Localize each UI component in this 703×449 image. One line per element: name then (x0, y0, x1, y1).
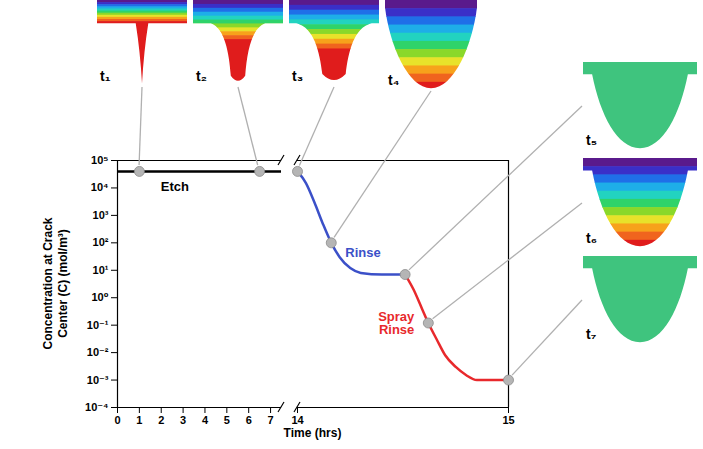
svg-text:Concentration at Crack: Concentration at Crack (41, 217, 55, 349)
svg-text:5: 5 (224, 414, 230, 426)
svg-text:10⁴: 10⁴ (91, 181, 109, 193)
svg-text:Center (C) (mol/m³): Center (C) (mol/m³) (56, 229, 70, 338)
svg-text:3: 3 (180, 414, 186, 426)
svg-text:SprayRinse: SprayRinse (378, 309, 415, 337)
svg-text:Etch: Etch (161, 179, 189, 194)
svg-text:10⁻⁴: 10⁻⁴ (85, 401, 108, 413)
svg-text:t₂: t₂ (196, 68, 207, 84)
svg-text:1: 1 (136, 414, 142, 426)
svg-text:Time (hrs): Time (hrs) (284, 426, 342, 440)
svg-text:10⁻³: 10⁻³ (87, 374, 109, 386)
svg-text:10¹: 10¹ (93, 264, 109, 276)
svg-text:10⁻¹: 10⁻¹ (87, 319, 109, 331)
svg-text:10³: 10³ (93, 209, 109, 221)
svg-text:t₃: t₃ (292, 68, 303, 84)
svg-text:4: 4 (202, 414, 209, 426)
svg-text:t₇: t₇ (586, 326, 596, 342)
svg-text:15: 15 (502, 414, 514, 426)
svg-text:10⁻²: 10⁻² (87, 346, 109, 358)
svg-text:10⁵: 10⁵ (91, 154, 108, 166)
svg-text:t₁: t₁ (100, 68, 111, 84)
svg-text:Rinse: Rinse (345, 245, 380, 260)
svg-text:t₅: t₅ (586, 132, 597, 148)
svg-text:t₄: t₄ (388, 72, 399, 88)
svg-text:2: 2 (158, 414, 164, 426)
svg-text:t₆: t₆ (586, 230, 597, 246)
svg-text:0: 0 (114, 414, 120, 426)
svg-text:6: 6 (246, 414, 252, 426)
svg-text:14: 14 (291, 414, 304, 426)
svg-text:7: 7 (268, 414, 274, 426)
svg-text:10⁰: 10⁰ (91, 291, 108, 303)
svg-text:10²: 10² (93, 236, 109, 248)
